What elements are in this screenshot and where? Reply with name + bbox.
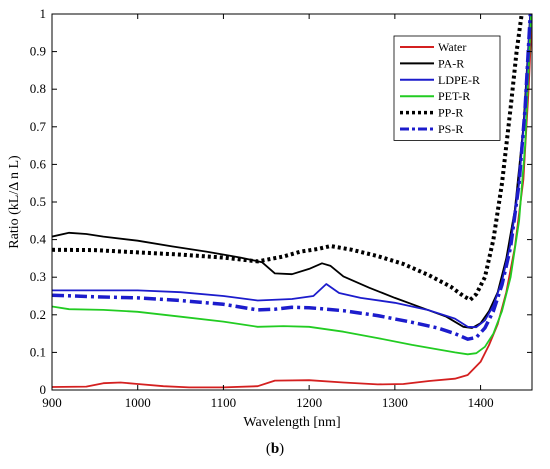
legend-label: PP-R bbox=[438, 106, 463, 120]
y-tick-label: 0.6 bbox=[30, 156, 47, 171]
x-tick-label: 1100 bbox=[211, 395, 237, 410]
x-axis-label: Wavelength [nm] bbox=[243, 415, 340, 430]
caption-letter: b bbox=[270, 441, 280, 457]
y-tick-label: 0.1 bbox=[30, 344, 46, 359]
series-layer bbox=[52, 14, 532, 389]
x-tick-label: 1400 bbox=[468, 395, 494, 410]
y-tick-label: 0.3 bbox=[30, 269, 46, 284]
legend: Water PA-R LDPE-R PET-R PP-R PS-R bbox=[393, 35, 501, 141]
y-tick-label: 0.8 bbox=[30, 81, 46, 96]
caption-close: ) bbox=[279, 441, 285, 457]
legend-label: PA-R bbox=[438, 56, 464, 70]
legend-label: LDPE-R bbox=[438, 73, 480, 87]
y-tick-label: 0.7 bbox=[30, 119, 47, 134]
series-line-ldpe-r bbox=[52, 14, 532, 329]
legend-label: PS-R bbox=[438, 122, 463, 136]
x-tick-label: 1000 bbox=[125, 395, 151, 410]
tick-layer: 900 1000 1100 1200 1300 1400 0 0.1 0.2 0.3 0.4 0.5 0… bbox=[30, 6, 532, 410]
x-tick-label: 1200 bbox=[296, 395, 322, 410]
caption-open: ( bbox=[265, 441, 271, 457]
x-tick-label: 1300 bbox=[382, 395, 408, 410]
y-axis-label: Ratio (kL/Δ n L) bbox=[7, 155, 22, 249]
series-line-ps-r bbox=[52, 14, 532, 341]
x-tick-label: 900 bbox=[42, 395, 62, 410]
y-tick-label: 0.9 bbox=[30, 44, 46, 59]
y-tick-label: 0.5 bbox=[30, 194, 46, 209]
y-tick-label: 1 bbox=[40, 6, 47, 21]
series-line-pa-r bbox=[52, 14, 532, 329]
y-tick-label: 0.2 bbox=[30, 307, 46, 322]
legend-label: PET-R bbox=[438, 89, 470, 103]
y-tick-label: 0 bbox=[40, 382, 47, 397]
legend-box bbox=[393, 35, 501, 141]
series-line-pet-r bbox=[52, 14, 532, 356]
legend-label: Water bbox=[438, 40, 466, 54]
figure-caption: (b) bbox=[0, 441, 550, 458]
y-tick-label: 0.4 bbox=[30, 232, 47, 247]
series-line-pp-r bbox=[52, 14, 524, 302]
